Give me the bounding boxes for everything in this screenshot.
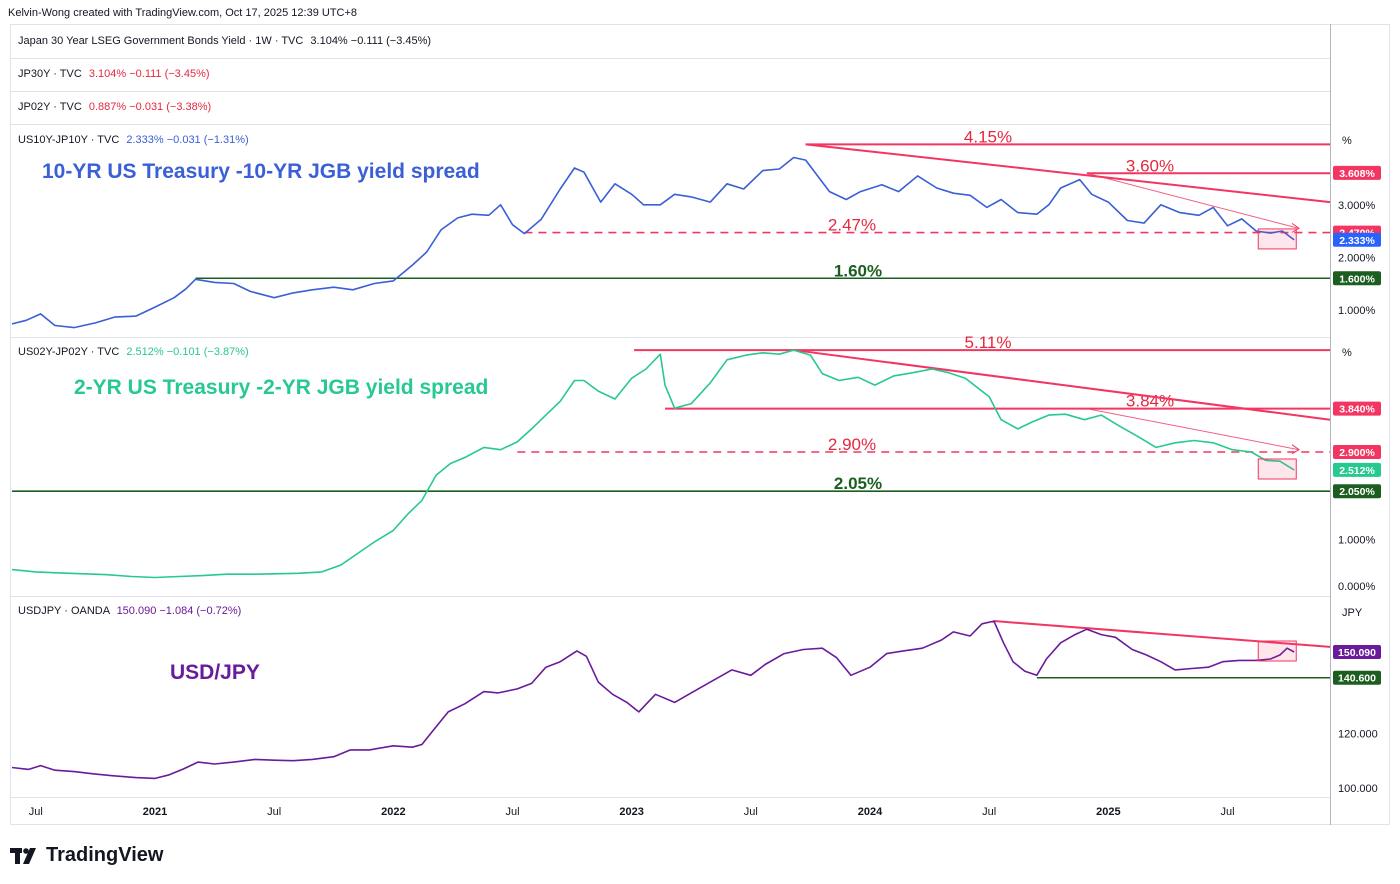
x-tick-label: 2023 [619,806,643,818]
x-tick-label: 2021 [143,806,167,818]
y-tick-label: 100.000 [1338,783,1378,795]
chart-pane-2: 2-YR US Treasury -2-YR JGB yield spread%… [11,333,1381,593]
pane-separator [10,91,1330,92]
price-label-bg [1333,165,1381,180]
legend-value: 150.090 −1.084 (−0.72%) [116,605,242,617]
level-label: 1.60% [834,261,882,280]
y-tick-label: 0.000% [1338,581,1376,593]
x-tick-label: 2025 [1096,806,1120,818]
legend-jp30y[interactable]: JP30Y · TVC 3.104% −0.111 (−3.45%) [18,68,210,80]
legend-us02y-jp02y[interactable]: US02Y-JP02Y · TVC 2.512% −0.101 (−3.87%) [18,346,249,358]
price-label: 3.840% [1339,404,1375,416]
axis-unit-label: % [1342,135,1352,147]
price-label-bg [1333,271,1381,286]
legend-us10y-jp10y[interactable]: US10Y-JP10Y · TVC 2.333% −0.031 (−1.31%) [18,134,249,146]
price-label-bg [1333,462,1381,477]
level-label: 2.90% [828,435,876,454]
chart-pane-3: USD/JPY JPY 100.000 120.000 150.090 140.600 [11,607,1381,795]
latest-highlight-box [1257,458,1297,480]
price-label: 2.900% [1339,447,1375,459]
chart-frame [10,24,1390,825]
y-tick-label: 1.000% [1338,535,1376,547]
price-label-bg [1333,445,1381,460]
level-label: 4.15% [964,127,1012,146]
pane-separator [10,124,1330,125]
pane-separator [10,58,1330,59]
tradingview-logo-icon [10,847,36,864]
pane-separator [10,797,1330,798]
x-tick-label: 2022 [381,806,405,818]
trendline [793,349,1331,421]
legend-jp02y[interactable]: JP02Y · TVC 0.887% −0.031 (−3.38%) [18,101,211,113]
trendline [805,143,1331,204]
price-label: 140.600 [1338,673,1376,685]
level-label: 2.05% [834,474,882,493]
legend-usdjpy[interactable]: USDJPY · OANDA 150.090 −1.084 (−0.72%) [18,605,241,617]
chart-pane-1: 10-YR US Treasury -10-YR JGB yield sprea… [11,127,1381,329]
series-line-USDJPY [11,620,1295,780]
axis-unit-label: % [1342,347,1352,359]
legend-name: JP30Y · TVC [18,68,82,80]
latest-highlight-box [1257,228,1297,250]
x-tick-label: Jul [505,806,519,818]
pane-separator [10,596,1330,597]
pane-separator [10,337,1330,338]
y-tick-label: 1.000% [1338,305,1376,317]
legend-value: 3.104% −0.111 (−3.45%) [310,35,432,47]
trendline [1086,408,1300,451]
price-label-bg [1333,645,1381,660]
trendline-arrowhead [1291,222,1300,233]
price-label: 2.512% [1339,465,1375,477]
x-tick-label: Jul [982,806,996,818]
trendline [1086,172,1300,229]
legend-jp30y-main[interactable]: Japan 30 Year LSEG Government Bonds Yiel… [18,35,431,47]
price-label-bg [1333,670,1381,685]
price-axis-separator [1330,24,1331,825]
legend-name: USDJPY · OANDA [18,605,110,617]
x-tick-label: Jul [744,806,758,818]
level-label: 5.11% [965,333,1012,352]
price-label-bg [1333,401,1381,416]
x-tick-label: Jul [29,806,43,818]
price-label: 2.333% [1339,235,1375,247]
chart-title: USD/JPY [170,661,260,684]
y-tick-label: 2.000% [1338,252,1376,264]
legend-name: Japan 30 Year LSEG Government Bonds Yiel… [18,35,304,47]
legend-value: 0.887% −0.031 (−3.38%) [88,101,212,113]
legend-value: 3.104% −0.111 (−3.45%) [88,68,210,80]
price-label: 3.608% [1339,168,1375,180]
attribution: Kelvin-Wong created with TradingView.com… [8,7,358,19]
series-line-US02Y-JP02Y [11,349,1295,579]
price-label: 150.090 [1338,647,1376,659]
legend-name: US10Y-JP10Y · TVC [18,134,120,146]
x-tick-label: 2024 [858,806,883,818]
legend-value: 2.333% −0.031 (−1.31%) [126,134,249,146]
x-tick-label: Jul [267,806,281,818]
level-label: 2.47% [828,216,876,235]
tradingview-logo[interactable]: TradingView [10,844,163,867]
y-tick-label: 120.000 [1338,729,1378,741]
series-line-US10Y-JP10Y [11,156,1295,329]
chart-title: 10-YR US Treasury -10-YR JGB yield sprea… [42,160,480,183]
brand-name: TradingView [46,844,164,866]
trendline [993,620,1331,648]
chart-title: 2-YR US Treasury -2-YR JGB yield spread [74,376,488,399]
axis-unit-label: JPY [1342,607,1363,619]
price-label-bg [1333,232,1381,247]
x-tick-label: Jul [1220,806,1234,818]
legend-name: US02Y-JP02Y · TVC [18,346,120,358]
trendline-arrowhead [1291,444,1300,455]
level-label: 3.60% [1126,156,1174,175]
y-tick-label: 3.000% [1338,200,1376,212]
legend-value: 2.512% −0.101 (−3.87%) [126,346,249,358]
level-label: 3.84% [1126,392,1174,411]
price-label: 2.050% [1339,486,1375,498]
legend-name: JP02Y · TVC [18,101,82,113]
price-label-bg [1333,484,1381,499]
price-label: 1.600% [1339,273,1375,285]
latest-highlight-box [1257,640,1297,662]
